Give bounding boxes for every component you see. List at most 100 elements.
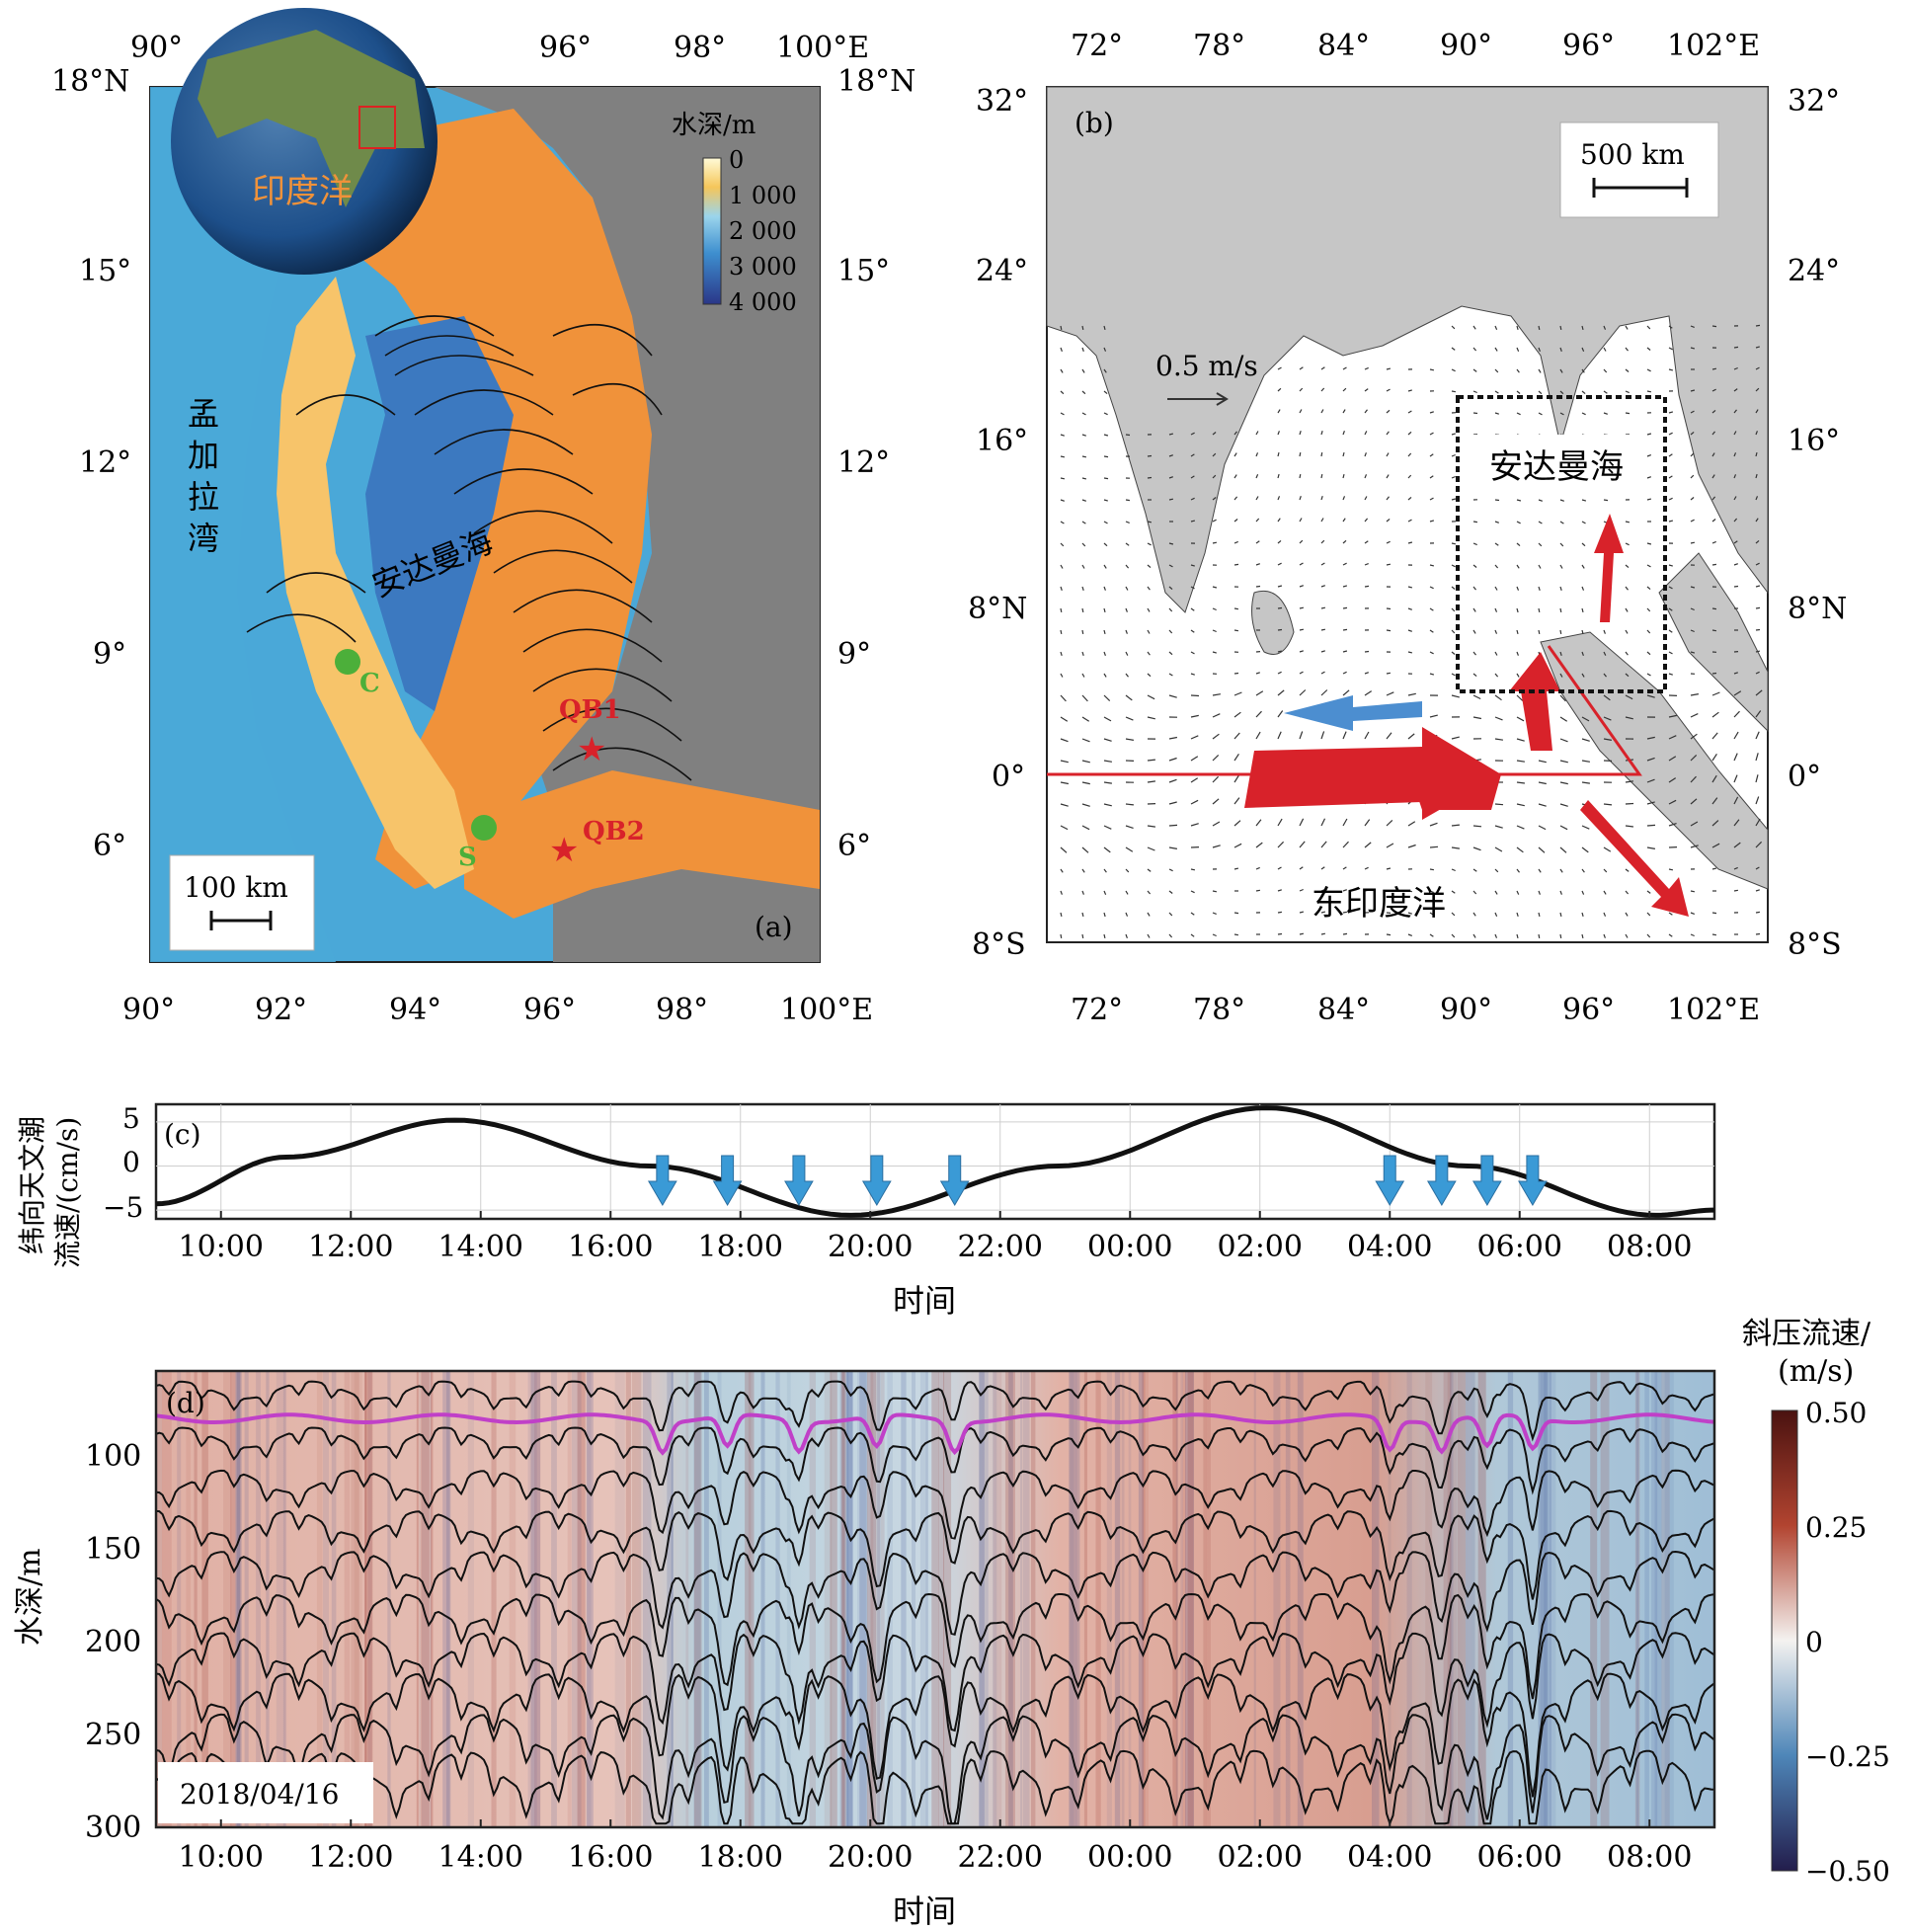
current-vector xyxy=(1646,890,1651,894)
current-vector xyxy=(1342,866,1347,870)
velocity-stripe xyxy=(979,1371,989,1827)
current-vector xyxy=(1320,496,1323,501)
panel-a-cbar-tick: 3 000 xyxy=(729,253,797,281)
current-vector xyxy=(1451,564,1456,568)
current-vector xyxy=(1386,607,1392,610)
current-vector xyxy=(1646,454,1652,457)
current-vector xyxy=(1538,390,1543,395)
qb2-star: ★ xyxy=(549,831,579,870)
current-vector xyxy=(1342,689,1350,696)
panel-d-ylabel: 水深/m xyxy=(13,1548,47,1646)
current-vector xyxy=(1516,846,1524,853)
current-vector xyxy=(1081,629,1084,635)
panel-c-time-tick: 10:00 xyxy=(179,1230,264,1264)
current-vector xyxy=(1516,499,1522,502)
velocity-stripe xyxy=(1636,1371,1639,1827)
current-vector xyxy=(1233,452,1237,457)
current-vector xyxy=(1755,689,1763,696)
globe-study-box xyxy=(358,106,396,149)
velocity-stripe xyxy=(943,1371,952,1827)
panel-c-y-tick: 5 xyxy=(122,1102,140,1135)
velocity-stripe xyxy=(840,1371,846,1827)
current-vector xyxy=(1233,540,1238,544)
current-vector xyxy=(1581,542,1586,547)
current-vector xyxy=(1451,933,1456,938)
current-vector xyxy=(1733,889,1739,892)
velocity-stripe xyxy=(846,1371,853,1827)
current-vector xyxy=(1690,541,1696,544)
velocity-stripe xyxy=(367,1371,372,1827)
current-vector xyxy=(1711,409,1716,414)
current-vector xyxy=(1147,629,1151,634)
velocity-stripe xyxy=(685,1371,689,1827)
current-vector xyxy=(1342,496,1346,501)
panel-a-scale-box xyxy=(169,854,315,951)
velocity-stripe xyxy=(1450,1371,1454,1827)
current-vector xyxy=(1342,818,1348,827)
current-vector xyxy=(1168,824,1178,827)
current-vector xyxy=(1147,716,1155,720)
current-vector xyxy=(1255,431,1259,436)
current-vector xyxy=(1668,432,1673,436)
current-vector xyxy=(1690,821,1699,827)
current-vector xyxy=(1690,389,1696,392)
panel-d-isotherms xyxy=(155,1380,1715,1827)
red-arrow-southeast xyxy=(1580,800,1689,917)
current-vector xyxy=(1277,496,1281,501)
current-vector xyxy=(1472,521,1477,523)
panel-b-lat-tick-right: 8°N xyxy=(1788,592,1847,626)
current-vector xyxy=(1559,825,1568,831)
blue-arrow-west xyxy=(1284,695,1422,731)
current-vector xyxy=(1646,542,1652,545)
current-vector xyxy=(1559,716,1568,722)
current-vector xyxy=(1320,888,1325,892)
current-vector xyxy=(1668,347,1673,351)
current-vector xyxy=(1233,732,1240,740)
current-vector xyxy=(1212,775,1220,783)
current-vector xyxy=(1190,933,1195,937)
current-vector xyxy=(1190,890,1195,894)
panel-c-time-tick: 14:00 xyxy=(438,1230,523,1264)
current-vector xyxy=(1733,388,1738,392)
current-vector xyxy=(1755,753,1759,762)
current-vector xyxy=(1538,368,1542,373)
current-vector xyxy=(1081,586,1084,591)
current-vector xyxy=(1233,629,1239,632)
current-vector xyxy=(1320,585,1325,588)
velocity-stripe xyxy=(786,1371,791,1827)
panel-a-colorbar xyxy=(702,157,722,305)
current-vector xyxy=(1472,368,1477,372)
current-vector xyxy=(1494,325,1498,330)
current-vector xyxy=(1233,563,1239,566)
panel-a-lat-tick-right: 9° xyxy=(837,637,871,672)
current-vector xyxy=(1733,496,1737,501)
current-vector xyxy=(1125,586,1129,591)
current-vector xyxy=(1559,347,1562,352)
current-vector xyxy=(1494,521,1499,523)
current-vector xyxy=(1516,825,1525,830)
velocity-stripe xyxy=(156,1371,163,1827)
panel-b-lat-tick-right: 32° xyxy=(1788,84,1840,119)
panel-a-wave-crests xyxy=(246,315,692,781)
panel-c-time-tick: 20:00 xyxy=(828,1230,913,1264)
velocity-stripe xyxy=(1406,1371,1412,1827)
current-vector xyxy=(1212,693,1221,696)
velocity-stripe xyxy=(859,1371,868,1827)
panel-d-colorbar-title-line1: 斜压流速/ xyxy=(1742,1317,1871,1351)
current-vector xyxy=(1646,651,1651,656)
current-vector xyxy=(1364,842,1372,848)
velocity-stripe xyxy=(244,1371,249,1827)
current-vector xyxy=(1190,607,1195,611)
label-bay-of-bengal: 湾 xyxy=(188,520,219,557)
current-vector xyxy=(1711,431,1715,436)
current-vector xyxy=(1494,499,1500,502)
current-vector xyxy=(1755,606,1761,609)
panel-b-lat-tick-right: 16° xyxy=(1788,424,1840,458)
panel-b-lon-tick: 102°E xyxy=(1667,993,1760,1027)
current-vector xyxy=(1407,733,1415,740)
current-vector xyxy=(1516,586,1520,591)
velocity-stripe xyxy=(745,1371,755,1827)
panel-d: (d) 2018/04/16 100 150 200 250 300 水深/m … xyxy=(13,1317,1890,1930)
current-vector xyxy=(1386,843,1394,848)
current-vector xyxy=(1494,912,1498,917)
